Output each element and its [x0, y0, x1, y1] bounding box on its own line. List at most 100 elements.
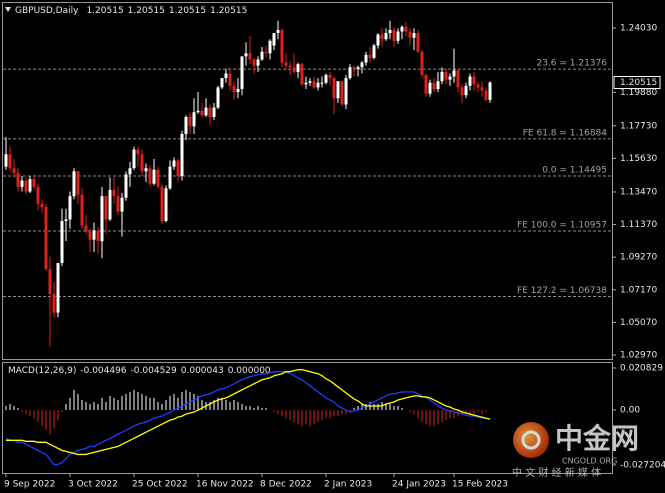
candle-body	[132, 149, 136, 169]
candle-body	[412, 33, 416, 38]
candle-body	[44, 207, 48, 270]
candle-body	[236, 88, 240, 93]
fib-level-label: FE 127.2 = 1.06738	[517, 286, 607, 296]
candle-body	[28, 179, 32, 192]
fib-level-label: 23.6 = 1.21376	[536, 59, 607, 69]
candle-body	[332, 78, 336, 99]
candle-body	[456, 70, 460, 88]
y-tick-label: 1.19880	[620, 88, 657, 98]
candle-body	[380, 34, 384, 40]
hist-value: 0.000043	[181, 366, 224, 376]
candle-body	[140, 154, 144, 172]
watermark-site: CNGOLD.ORG	[562, 457, 617, 466]
candle-body	[248, 53, 252, 60]
candle-body	[408, 31, 412, 38]
candle-body	[316, 82, 320, 88]
candle-body	[56, 262, 60, 313]
candle-body	[260, 51, 264, 60]
candle-body	[220, 78, 224, 88]
candle-body	[160, 186, 164, 221]
candle-body	[212, 107, 216, 117]
candle-body	[216, 87, 220, 108]
candle-body	[404, 26, 408, 32]
candle-body	[448, 76, 452, 80]
candle-body	[144, 168, 148, 172]
candle-body	[292, 67, 296, 72]
macd-panel-border	[2, 362, 613, 474]
y-tick-label: 1.07170	[620, 285, 657, 295]
candle-body	[200, 110, 204, 116]
macd-header: MACD(12,26,9) -0.004496 -0.004529 0.000043 0…	[8, 366, 271, 376]
extra-value: 0.000000	[228, 366, 271, 376]
open: 1.20515	[86, 6, 123, 16]
candle-body	[388, 29, 392, 34]
candle-body	[172, 160, 176, 167]
candle-body	[80, 194, 84, 226]
candle-body	[304, 82, 308, 85]
candle-body	[60, 220, 64, 263]
candle-body	[124, 174, 128, 198]
collapse-icon	[5, 7, 11, 12]
symbol: GBPUSD,Daily	[15, 6, 79, 16]
candle-body	[368, 54, 372, 58]
candle-body	[84, 225, 88, 232]
candle-body	[324, 74, 328, 83]
watermark-tagline: 中 文 财 经 新 媒 体	[512, 466, 601, 479]
low: 1.20515	[169, 6, 206, 16]
candle-body	[436, 81, 440, 89]
candle-body	[4, 154, 8, 167]
candle-body	[252, 59, 256, 66]
candle-body	[452, 70, 456, 77]
candle-body	[364, 54, 368, 63]
x-tick-label: 24 Jan 2023	[392, 480, 446, 490]
candle-body	[488, 82, 492, 100]
candle-body	[240, 56, 244, 89]
fib-level-label: 0.0 = 1.14495	[542, 166, 607, 176]
candle-body	[428, 82, 432, 94]
candle-body	[208, 107, 212, 117]
last-price-box	[613, 76, 661, 90]
y-tick-label: 0.020829	[620, 363, 663, 373]
y-tick-label: 0.00	[620, 406, 640, 416]
candle-body	[244, 53, 248, 57]
candle-body	[272, 33, 276, 46]
candle-body	[328, 74, 332, 79]
candle-body	[360, 62, 364, 68]
y-tick-label: 1.02970	[620, 351, 657, 361]
x-tick-label: 25 Oct 2022	[132, 480, 188, 490]
candle-body	[176, 160, 180, 176]
y-tick-label: -0.027204	[620, 460, 665, 470]
fib-level-label: FE 61.8 = 1.16884	[523, 128, 608, 138]
x-tick-label: 16 Nov 2022	[196, 480, 254, 490]
signal-value: -0.004529	[131, 366, 177, 376]
candle-body	[112, 189, 116, 197]
candle-body	[188, 116, 192, 127]
candle-body	[432, 82, 436, 89]
watermark-logo	[513, 422, 549, 458]
candle-body	[136, 149, 140, 155]
candle-body	[480, 87, 484, 91]
candle-body	[420, 51, 424, 75]
candle-body	[484, 90, 488, 100]
macd-line	[5, 371, 491, 466]
main-panel-border	[2, 2, 613, 360]
candle-body	[148, 168, 152, 184]
candle-body	[416, 33, 420, 52]
candle-body	[184, 116, 188, 135]
candle-body	[232, 85, 236, 93]
candle-body	[280, 29, 284, 63]
candle-body	[120, 197, 124, 212]
x-tick-label: 9 Sep 2022	[4, 480, 55, 490]
candle-body	[204, 107, 208, 116]
candle-body	[296, 64, 300, 72]
macd-title: MACD(12,26,9)	[8, 366, 76, 376]
candle-body	[164, 188, 168, 221]
candle-body	[336, 81, 340, 99]
y-tick-label: 1.24030	[620, 23, 657, 33]
candle-body	[92, 230, 96, 240]
candle-body	[72, 171, 76, 197]
candle-body	[300, 64, 304, 85]
y-tick-label: 1.13470	[620, 187, 657, 197]
